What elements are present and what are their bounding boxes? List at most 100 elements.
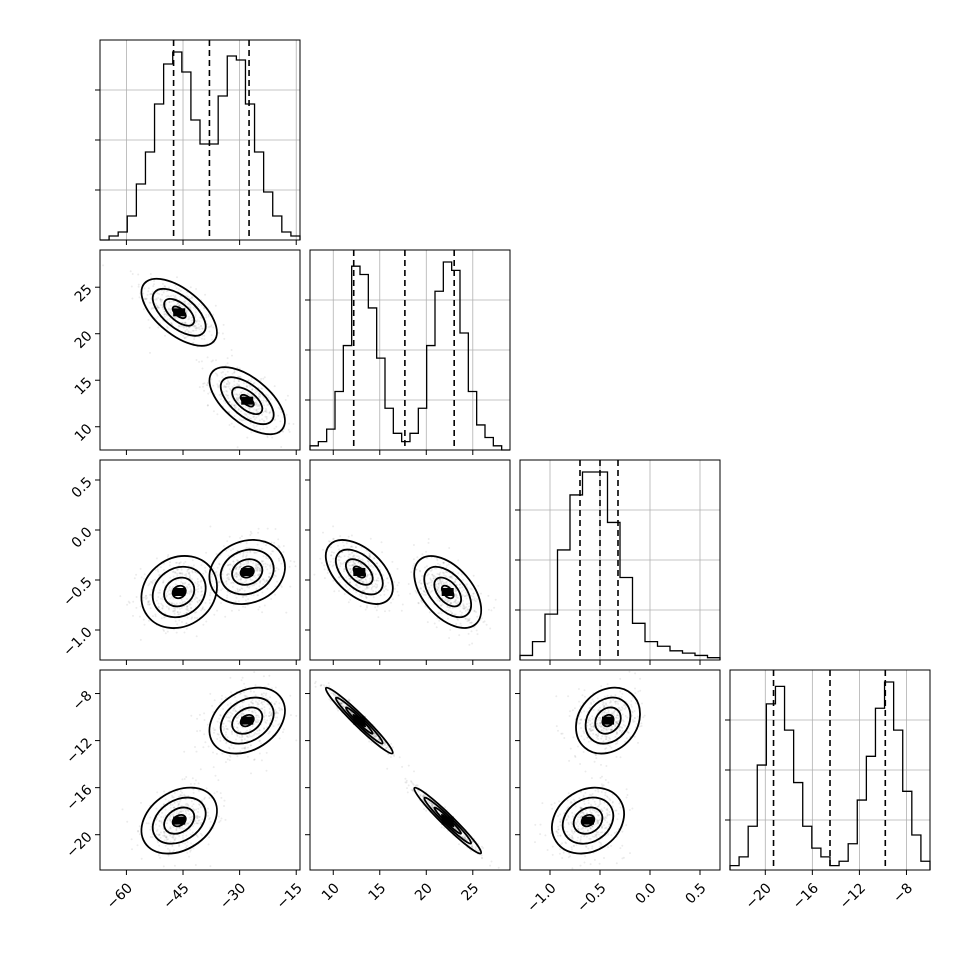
contour-level-1	[151, 287, 207, 337]
scatter-point	[203, 389, 206, 392]
scatter-point	[253, 758, 256, 761]
scatter-point	[257, 411, 259, 413]
scatter-point	[228, 563, 230, 566]
scatter-point	[179, 794, 182, 797]
scatter-point	[193, 809, 196, 812]
scatter-point	[375, 609, 378, 612]
scatter-point	[243, 747, 245, 749]
scatter-point	[161, 607, 164, 610]
scatter-point	[193, 616, 196, 619]
scatter-point	[278, 702, 281, 705]
scatter-point	[159, 831, 162, 834]
scatter-point	[188, 568, 191, 571]
scatter-point	[344, 584, 347, 586]
scatter-point	[144, 596, 146, 599]
scatter-point	[167, 307, 170, 310]
scatter-point	[204, 571, 207, 574]
scatter-point	[430, 802, 433, 805]
scatter-point	[604, 702, 607, 705]
scatter-point	[274, 593, 277, 596]
scatter-point	[172, 597, 175, 600]
scatter-point	[288, 422, 291, 425]
scatter-point	[206, 356, 209, 359]
scatter-point	[393, 587, 396, 590]
scatter-point	[224, 725, 227, 728]
scatter-point	[628, 670, 631, 673]
scatter-point	[490, 860, 493, 863]
scatter-point	[235, 406, 238, 409]
scatter-point	[439, 579, 442, 582]
scatter-point	[184, 321, 187, 324]
scatter-point	[191, 591, 194, 594]
scatter-point	[207, 315, 210, 318]
scatter-point	[557, 828, 560, 831]
scatter-point	[248, 407, 251, 410]
scatter-point	[393, 581, 396, 583]
scatter-point	[183, 321, 186, 324]
scatter-point	[351, 551, 354, 554]
scatter-point	[157, 306, 160, 309]
scatter-point	[455, 583, 458, 586]
scatter-point	[165, 325, 168, 328]
scatter-point	[621, 707, 624, 710]
scatter-point	[200, 609, 203, 612]
x-tick-label: 20	[412, 880, 436, 904]
scatter-point	[361, 580, 364, 583]
scatter-point	[314, 680, 317, 683]
scatter-point	[596, 813, 599, 816]
scatter-point	[203, 733, 206, 736]
scatter-point	[431, 804, 434, 807]
scatter-point	[206, 323, 208, 326]
scatter-point	[358, 557, 361, 560]
scatter-point	[135, 606, 138, 609]
scatter-point	[179, 611, 182, 614]
scatter-point	[149, 607, 152, 610]
scatter-point	[339, 561, 342, 564]
scatter-point	[166, 555, 169, 558]
scatter-point	[462, 834, 465, 837]
scatter-point	[171, 836, 174, 839]
scatter-point	[595, 810, 598, 813]
contour-level-1	[219, 548, 275, 596]
scatter-point	[570, 821, 573, 824]
scatter-point	[423, 808, 425, 811]
scatter-point	[195, 327, 198, 330]
scatter-point	[195, 320, 198, 323]
scatter-point	[482, 621, 485, 624]
scatter-point	[185, 834, 188, 837]
panel-p3-p1: 10 15 20 25	[305, 669, 511, 904]
scatter-point	[633, 735, 636, 738]
scatter-point	[232, 723, 235, 726]
scatter-point	[289, 560, 292, 562]
scatter-point	[173, 610, 176, 613]
scatter-point	[585, 835, 588, 838]
scatter-point	[254, 714, 257, 717]
scatter-point	[178, 324, 180, 327]
scatter-point	[606, 812, 609, 815]
scatter-point	[348, 577, 351, 580]
scatter-point	[459, 622, 462, 625]
scatter-point	[169, 806, 172, 809]
scatter-point	[193, 782, 196, 785]
scatter-point	[198, 713, 201, 716]
scatter-point	[157, 602, 160, 605]
scatter-point	[247, 709, 250, 712]
scatter-point	[181, 321, 184, 324]
scatter-point	[571, 867, 574, 870]
scatter-point	[355, 546, 357, 549]
scatter-point	[389, 756, 392, 758]
scatter-point	[178, 835, 181, 838]
scatter-point	[189, 783, 192, 785]
scatter-point	[262, 578, 264, 581]
scatter-point	[591, 718, 594, 721]
scatter-point	[616, 700, 619, 703]
scatter-point	[624, 724, 627, 727]
scatter-point	[597, 738, 600, 740]
scatter-point	[454, 613, 457, 616]
scatter-point	[262, 377, 265, 380]
scatter-point	[202, 572, 205, 575]
scatter-point	[598, 862, 601, 865]
scatter-point	[569, 855, 572, 858]
scatter-point	[163, 830, 165, 833]
scatter-point	[573, 830, 576, 833]
